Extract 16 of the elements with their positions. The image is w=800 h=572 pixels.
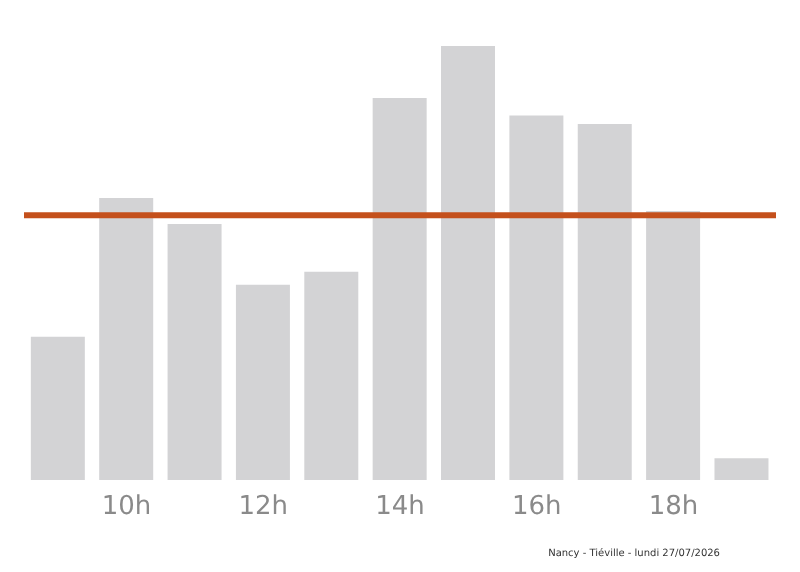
- x-tick-label: 12h: [238, 492, 289, 523]
- bar: [30, 336, 85, 480]
- bar: [577, 124, 632, 480]
- bar: [235, 284, 290, 480]
- bar: [99, 197, 154, 480]
- x-tick-label: 16h: [511, 492, 562, 523]
- bar: [304, 271, 359, 480]
- x-tick-label: 10h: [101, 492, 152, 523]
- x-tick-label: 14h: [375, 492, 425, 523]
- bar: [167, 223, 222, 480]
- bar: [441, 46, 496, 480]
- bar: [646, 210, 701, 480]
- bar: [372, 98, 427, 480]
- x-tick-label: 18h: [648, 492, 699, 523]
- bar: [714, 458, 769, 480]
- bar: [509, 115, 564, 480]
